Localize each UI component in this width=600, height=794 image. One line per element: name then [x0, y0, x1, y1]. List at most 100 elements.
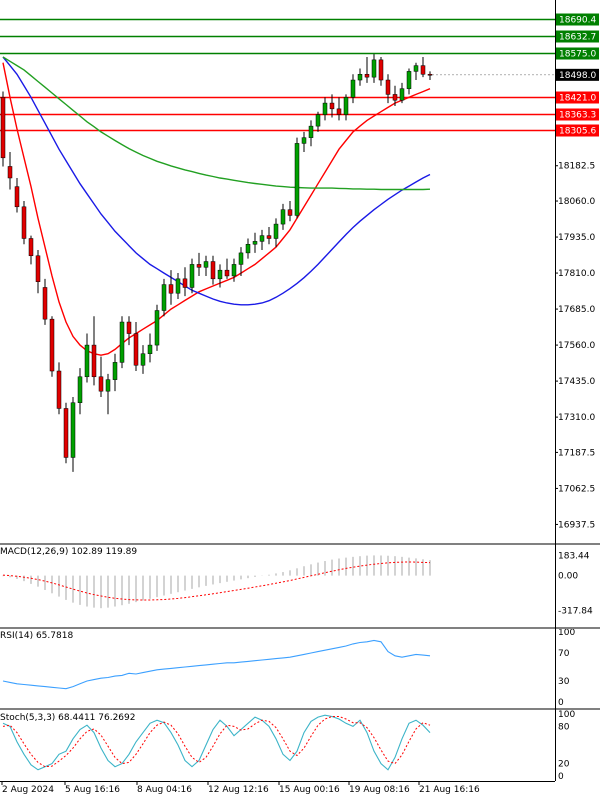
- candle-body: [98, 376, 104, 392]
- bull-candle: [315, 111, 321, 132]
- price-axis-ticks: 18182.5 18060.0 17935.0 17810.0 17685.0 17560…: [555, 162, 595, 530]
- bull-candle: [70, 396, 76, 472]
- bear-candle: [287, 201, 293, 222]
- price-tick-label: 17062.5: [558, 484, 595, 494]
- bull-candle: [77, 368, 83, 415]
- candle-body: [392, 94, 398, 101]
- rsi-line: [2, 639, 431, 690]
- stoch-tick-label: 80: [558, 722, 570, 732]
- bull-candle: [280, 203, 286, 230]
- time-tick-label: 12 Aug 12:16: [208, 785, 269, 794]
- candle-body: [266, 235, 272, 239]
- bear-candle: [21, 201, 27, 245]
- bear-candle: [7, 152, 13, 190]
- panel-separator: [0, 708, 600, 710]
- candle-body: [308, 125, 314, 138]
- candle-body: [357, 74, 363, 81]
- rsi-tick-label: 0: [558, 698, 564, 708]
- moving-average-line: [2, 56, 431, 191]
- candle-body: [91, 344, 97, 378]
- candle-body: [168, 284, 174, 294]
- candle-body: [28, 238, 34, 257]
- candle-body: [21, 206, 27, 239]
- support-level-tag: [555, 124, 599, 137]
- bull-candle: [161, 278, 167, 317]
- candle-body: [203, 261, 209, 268]
- candle-body: [413, 65, 419, 72]
- bear-candle: [91, 316, 97, 386]
- price-tick-label: 17810.0: [558, 269, 595, 279]
- candle-body: [350, 79, 356, 98]
- bull-candle: [259, 229, 265, 251]
- bear-candle: [378, 56, 384, 86]
- stoch-title: Stoch(5,3,3) 68.4411 76.2692: [0, 713, 135, 723]
- bear-candle: [392, 85, 398, 106]
- candles: [0, 54, 433, 472]
- candle-body: [105, 379, 111, 392]
- price-tick-label: 16937.5: [558, 520, 595, 530]
- candle-body: [175, 278, 181, 294]
- candle-body: [217, 269, 223, 280]
- candle-body: [301, 137, 307, 144]
- macd-panel: 183.44 0.00 -317.84 MACD(12,26,9) 102.89 11…: [0, 547, 593, 617]
- bear-candle: [56, 362, 62, 415]
- candle-body: [63, 408, 69, 458]
- bull-candle: [112, 353, 118, 392]
- price-tick-label: 17187.5: [558, 448, 595, 458]
- resistance-level-tag: [555, 13, 599, 26]
- bear-candle: [385, 74, 391, 104]
- candle-body: [406, 71, 412, 89]
- resistance-level-label: 18632.7: [559, 33, 596, 43]
- bear-candle: [336, 97, 342, 121]
- candle-body: [182, 278, 188, 288]
- stoch-tick-label: 100: [558, 710, 575, 720]
- candle-body: [161, 284, 167, 311]
- current-price-label: 18498.0: [559, 71, 596, 81]
- bear-candle: [329, 94, 335, 118]
- bull-candle: [140, 345, 146, 374]
- time-tick-label: 8 Aug 04:16: [137, 785, 192, 794]
- bull-candle: [322, 97, 328, 121]
- rsi-panel: 100 70 30 0 RSI(14) 65.7818: [0, 628, 575, 708]
- bear-candle: [49, 316, 55, 377]
- bull-candle: [308, 120, 314, 147]
- current-price-tag: 18498.0: [432, 68, 599, 81]
- candle-body: [126, 321, 132, 334]
- macd-title: MACD(12,26,9) 102.89 119.89: [0, 547, 137, 557]
- price-tick-label: 18060.0: [558, 197, 595, 207]
- candle-body: [42, 287, 48, 320]
- bull-candle: [245, 238, 251, 259]
- bull-candle: [238, 247, 244, 276]
- bear-candle: [196, 252, 202, 276]
- candle-body: [35, 255, 41, 282]
- candle-body: [70, 402, 76, 458]
- bull-candle: [203, 255, 209, 276]
- support-level-label: 18421.0: [559, 94, 596, 104]
- support-level-tag: [555, 91, 599, 104]
- price-tick-label: 17310.0: [558, 413, 595, 423]
- bear-candle: [427, 71, 433, 81]
- bear-candle: [42, 278, 48, 325]
- candle-body: [147, 344, 153, 354]
- bull-candle: [399, 82, 405, 104]
- candle-body: [84, 344, 90, 378]
- candle-body: [112, 362, 118, 380]
- candle-body: [238, 252, 244, 265]
- stoch-tick-label: 20: [558, 760, 570, 770]
- bear-candle: [0, 91, 6, 167]
- candle-body: [7, 166, 13, 179]
- moving-averages: [2, 56, 431, 356]
- bull-candle: [119, 316, 125, 369]
- candle-body: [210, 261, 216, 280]
- candle-body: [329, 102, 335, 110]
- time-tick-label: 5 Aug 16:16: [65, 785, 120, 794]
- bull-candle: [175, 273, 181, 299]
- candle-body: [245, 243, 251, 254]
- bear-candle: [133, 322, 139, 372]
- price-tick-label: 17435.0: [558, 377, 595, 387]
- bull-candle: [147, 333, 153, 363]
- bull-candle: [357, 68, 363, 86]
- bull-candle: [154, 304, 160, 351]
